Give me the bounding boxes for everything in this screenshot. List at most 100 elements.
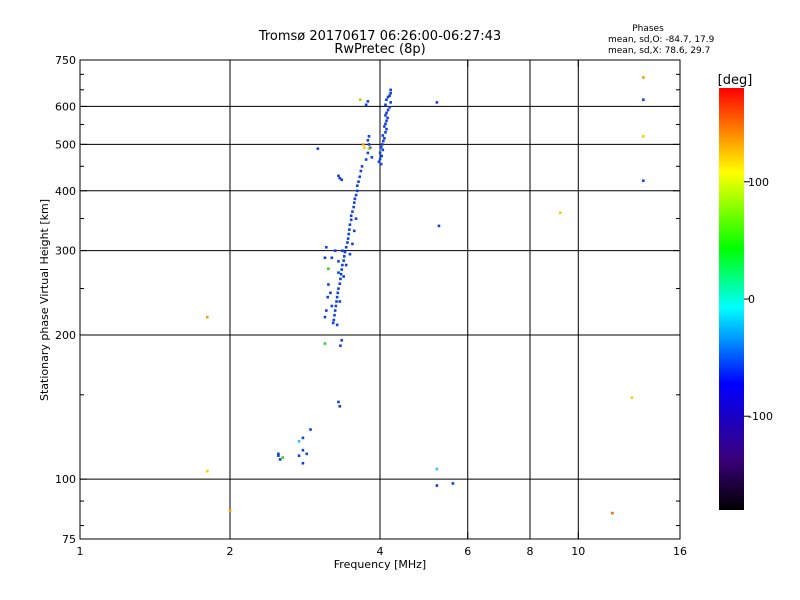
data-point — [205, 315, 209, 319]
data-point — [389, 88, 392, 92]
data-point — [341, 249, 344, 253]
data-point — [351, 242, 354, 246]
data-point — [346, 237, 350, 240]
data-point — [301, 448, 305, 452]
data-point — [340, 178, 344, 182]
data-point — [335, 295, 339, 299]
data-point — [348, 223, 352, 226]
data-point — [325, 309, 328, 312]
data-point — [297, 454, 301, 457]
data-point — [358, 98, 362, 101]
data-point — [277, 454, 280, 457]
x-tick-label: 2 — [227, 545, 234, 558]
data-point — [364, 158, 368, 161]
y-tick-label: 500 — [55, 138, 76, 151]
data-point — [228, 509, 232, 512]
data-point — [323, 315, 327, 319]
data-point — [380, 154, 384, 158]
y-tick-label: 750 — [55, 54, 76, 67]
data-point — [366, 151, 370, 155]
data-point — [329, 291, 332, 295]
data-point — [437, 224, 441, 228]
data-point — [381, 134, 385, 137]
data-point — [451, 482, 455, 485]
data-point — [377, 160, 381, 164]
data-point — [335, 323, 339, 327]
data-point — [278, 458, 282, 461]
data-point — [338, 282, 342, 286]
data-point — [354, 193, 358, 197]
data-point — [379, 146, 383, 149]
data-point — [344, 245, 348, 249]
data-point — [337, 271, 340, 274]
y-tick-label: 300 — [55, 245, 76, 258]
colorbar-tick-label: 100 — [748, 176, 769, 189]
data-point — [339, 277, 342, 281]
data-point — [367, 143, 371, 146]
data-point — [348, 252, 352, 256]
data-point — [388, 105, 391, 109]
data-point — [326, 295, 330, 299]
chart-title: Tromsø 20170617 06:26:00-06:27:43 — [258, 29, 501, 44]
data-point — [383, 125, 386, 128]
data-point — [385, 98, 388, 101]
colorbar — [719, 88, 744, 510]
data-point — [355, 189, 359, 193]
data-point — [339, 272, 343, 276]
data-point — [323, 256, 327, 260]
data-point — [385, 127, 388, 131]
data-point — [355, 184, 359, 188]
data-point — [327, 267, 330, 271]
data-point — [316, 147, 320, 150]
y-tick-label: 400 — [55, 185, 76, 198]
data-point — [358, 175, 361, 179]
data-point — [281, 456, 284, 459]
x-tick-label: 1 — [77, 545, 84, 558]
data-point — [333, 309, 337, 312]
colorbar-ticks: 100 0 -100 — [744, 176, 773, 423]
data-point — [384, 131, 387, 134]
data-point — [333, 313, 336, 317]
data-point — [349, 214, 353, 217]
data-point — [277, 452, 280, 456]
data-point — [347, 232, 351, 236]
data-point — [367, 134, 371, 138]
data-point — [385, 119, 388, 123]
data-point — [352, 201, 356, 204]
data-point — [360, 165, 364, 168]
data-point — [378, 157, 382, 161]
data-point — [344, 263, 348, 267]
data-point — [361, 143, 365, 146]
data-point — [348, 228, 351, 231]
data-point — [364, 103, 368, 107]
data-point — [337, 260, 340, 263]
data-point — [339, 344, 342, 348]
data-point — [330, 256, 334, 260]
colorbar-label: [deg] — [718, 73, 753, 88]
data-point — [611, 511, 614, 515]
data-point — [385, 111, 388, 115]
data-point — [301, 436, 305, 440]
data-point — [351, 210, 354, 213]
data-point — [367, 147, 371, 150]
data-point — [384, 103, 387, 107]
grid-lines — [80, 60, 680, 539]
data-point — [380, 143, 384, 146]
data-point — [335, 300, 338, 303]
data-point — [352, 205, 355, 209]
data-point — [327, 283, 330, 286]
data-point — [642, 179, 645, 183]
stats-line-o: mean, sd,O: -84.7, 17.9 — [608, 35, 715, 45]
data-point — [382, 139, 385, 143]
data-point — [363, 146, 366, 150]
data-point — [331, 321, 335, 325]
y-tick-label: 75 — [62, 533, 76, 546]
data-point — [435, 101, 439, 104]
data-point — [642, 134, 645, 138]
data-point — [325, 245, 328, 249]
data-point — [383, 136, 386, 140]
data-point — [305, 452, 309, 456]
data-point — [332, 318, 336, 322]
data-point — [334, 304, 338, 308]
